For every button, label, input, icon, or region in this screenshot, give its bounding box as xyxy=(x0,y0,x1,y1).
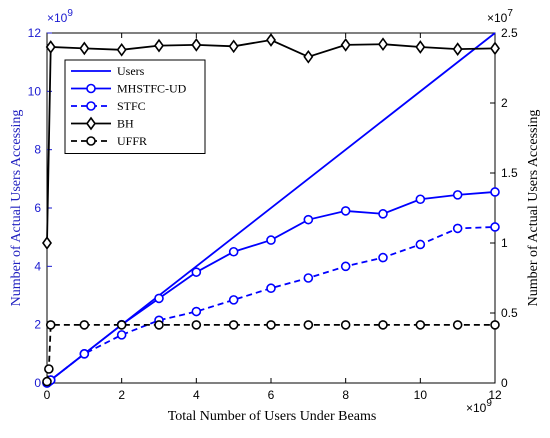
x-tick-label: 0 xyxy=(44,388,51,402)
y-left-tick-label: 0 xyxy=(34,376,41,390)
data-point-uffr xyxy=(154,320,164,330)
data-point-uffr xyxy=(303,320,314,330)
data-point-uffr xyxy=(228,320,239,330)
data-point-stfc xyxy=(490,222,500,232)
series-line-bh xyxy=(46,39,496,244)
data-point-uffr xyxy=(452,320,463,330)
data-point-uffr xyxy=(116,320,127,330)
data-point-mhstfc-ud xyxy=(452,190,463,200)
legend-label-mhstfc-ud: MHSTFC-UD xyxy=(117,82,187,96)
x-tick-label: 6 xyxy=(268,388,275,402)
y-axis-label-right: Number of Actual Users Accessing xyxy=(526,110,541,307)
data-point-mhstfc-ud xyxy=(303,214,314,225)
legend-marker-bh xyxy=(86,116,96,131)
data-point-stfc xyxy=(191,306,202,317)
y-right-tick-label: 2.5 xyxy=(501,26,518,40)
data-point-stfc xyxy=(340,261,351,272)
y-right-tick-label: 0.5 xyxy=(501,306,518,320)
legend-marker-stfc xyxy=(86,101,96,111)
data-point-stfc xyxy=(228,295,239,305)
data-point-mhstfc-ud xyxy=(490,187,500,197)
data-point-mhstfc-ud xyxy=(191,267,202,277)
x-tick-label: 12 xyxy=(488,388,502,402)
x-tick-label: 10 xyxy=(414,388,428,402)
x-tick-label: 4 xyxy=(193,388,200,402)
data-point-bh xyxy=(45,40,56,54)
x-tick-label: 2 xyxy=(118,388,125,402)
x-axis-label: Total Number of Users Under Beams xyxy=(168,409,377,424)
data-point-uffr xyxy=(79,320,90,330)
data-point-bh xyxy=(116,42,127,57)
y-left-tick-label: 10 xyxy=(28,84,42,98)
data-point-mhstfc-ud xyxy=(154,293,164,304)
x-exponent-label: ×109 xyxy=(466,398,492,415)
legend-label-uffr: UFFR xyxy=(117,134,147,148)
y-right-tick-label: 1 xyxy=(501,236,508,250)
data-point-bh xyxy=(154,38,164,53)
data-point-uffr xyxy=(415,320,426,330)
data-point-bh xyxy=(415,40,426,54)
y-left-exponent-label: ×109 xyxy=(47,8,73,25)
data-point-bh xyxy=(266,33,276,47)
y-left-tick-label: 6 xyxy=(34,201,41,215)
data-point-uffr xyxy=(266,320,276,330)
series-bh xyxy=(42,33,500,250)
data-point-stfc xyxy=(116,330,127,340)
data-point-mhstfc-ud xyxy=(266,235,276,245)
legend: Users MHSTFC-UD STFC BH UFFR xyxy=(64,59,206,154)
data-point-stfc xyxy=(303,273,314,283)
y-left-tick-label: 8 xyxy=(34,143,41,157)
data-point-bh xyxy=(490,41,500,56)
data-point-uffr xyxy=(42,376,52,387)
data-point-mhstfc-ud xyxy=(340,206,351,216)
legend-label-users: Users xyxy=(117,64,145,78)
series-line-uffr xyxy=(46,323,495,382)
legend-label-stfc: STFC xyxy=(117,99,146,113)
y-left-tick-label: 4 xyxy=(34,259,41,273)
data-point-stfc xyxy=(266,283,276,294)
data-point-stfc xyxy=(378,252,388,263)
data-point-bh xyxy=(191,38,202,52)
data-point-bh xyxy=(79,41,90,56)
y-axis-label-left: Number of Actual Users Accessing xyxy=(9,110,24,307)
series-uffr xyxy=(42,320,500,387)
data-point-mhstfc-ud xyxy=(415,194,426,205)
data-point-bh xyxy=(452,42,463,56)
data-point-bh xyxy=(42,236,52,250)
y-right-tick-label: 0 xyxy=(501,376,508,390)
data-point-stfc xyxy=(452,223,463,234)
series-layer xyxy=(42,32,500,388)
y-left-tick-label: 12 xyxy=(28,26,42,40)
data-point-bh xyxy=(340,38,351,52)
data-point-bh xyxy=(228,39,239,54)
legend-marker-uffr xyxy=(86,136,96,146)
y-right-exponent-label: ×107 xyxy=(487,8,513,25)
data-point-uffr xyxy=(45,320,56,330)
data-point-uffr xyxy=(490,320,500,330)
series-stfc xyxy=(42,222,500,388)
data-point-uffr xyxy=(340,320,351,330)
y-left-tick-label: 2 xyxy=(34,318,41,332)
data-point-stfc xyxy=(79,349,90,359)
legend-label-bh: BH xyxy=(117,117,134,131)
data-point-uffr xyxy=(191,320,202,330)
x-tick-label: 8 xyxy=(342,388,349,402)
data-point-bh xyxy=(303,49,314,64)
data-point-stfc xyxy=(415,239,426,250)
data-point-uffr xyxy=(378,320,388,330)
y-right-tick-label: 2 xyxy=(501,96,508,110)
data-point-mhstfc-ud xyxy=(378,209,388,219)
legend-marker-mhstfc-ud xyxy=(86,83,96,94)
data-point-bh xyxy=(378,37,388,52)
y-right-tick-label: 1.5 xyxy=(501,166,518,180)
data-point-mhstfc-ud xyxy=(228,246,239,257)
data-point-uffr xyxy=(44,364,54,374)
